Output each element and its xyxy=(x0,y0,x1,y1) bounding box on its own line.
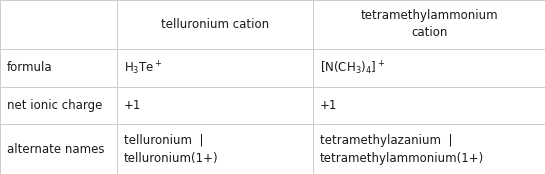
Bar xyxy=(0,87,117,124)
Text: H$_3$Te$^+$: H$_3$Te$^+$ xyxy=(124,59,162,77)
Text: tetramethylazanium  |
tetramethylammonium(1+): tetramethylazanium | tetramethylammonium… xyxy=(320,134,484,165)
Text: formula: formula xyxy=(7,61,52,74)
Bar xyxy=(117,124,313,174)
Text: alternate names: alternate names xyxy=(7,143,104,156)
Bar xyxy=(313,87,545,124)
Bar xyxy=(313,124,545,174)
Text: telluronium cation: telluronium cation xyxy=(161,18,269,31)
Bar xyxy=(0,49,117,87)
Bar xyxy=(0,0,117,49)
Bar xyxy=(313,49,545,87)
Text: +1: +1 xyxy=(124,99,141,112)
Text: [N(CH$_3$)$_4$]$^+$: [N(CH$_3$)$_4$]$^+$ xyxy=(320,59,385,77)
Bar xyxy=(117,87,313,124)
Bar xyxy=(0,124,117,174)
Text: +1: +1 xyxy=(320,99,337,112)
Text: telluronium  |
telluronium(1+): telluronium | telluronium(1+) xyxy=(124,134,219,165)
Bar xyxy=(117,0,313,49)
Text: net ionic charge: net ionic charge xyxy=(7,99,102,112)
Text: tetramethylammonium
cation: tetramethylammonium cation xyxy=(360,9,498,39)
Bar xyxy=(313,0,545,49)
Bar xyxy=(117,49,313,87)
